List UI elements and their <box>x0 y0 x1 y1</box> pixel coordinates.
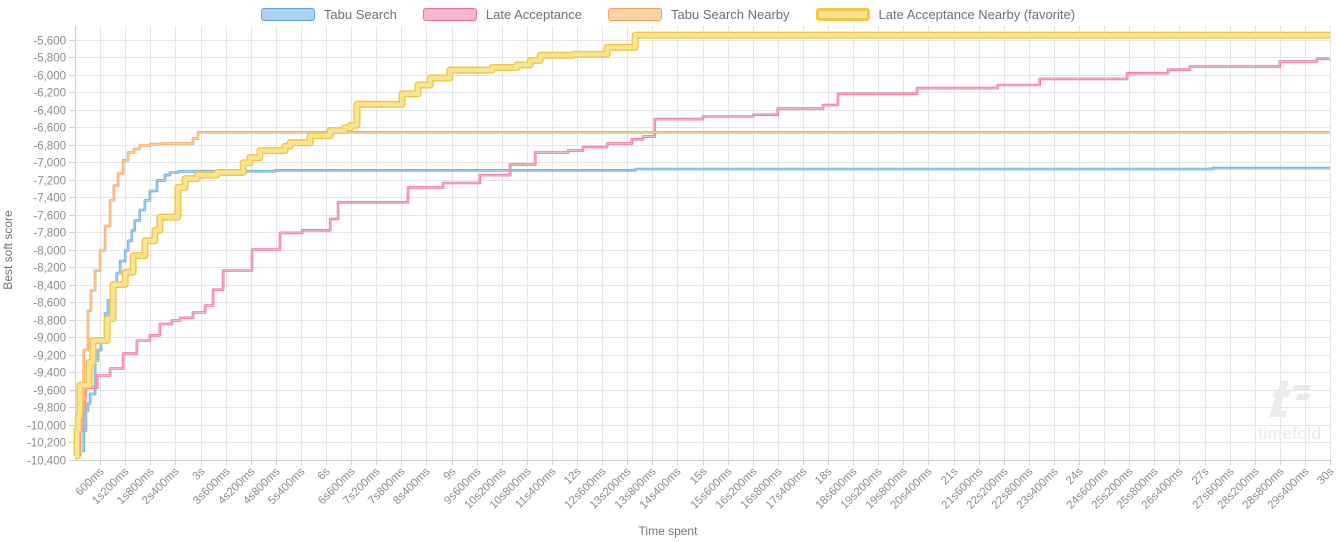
y-tick-label: -7,600 <box>33 211 66 223</box>
legend-swatch-late-acceptance-nearby <box>815 8 870 21</box>
y-tick-label: -7,400 <box>33 193 66 205</box>
y-tick-label: -8,800 <box>33 316 66 328</box>
series-line-late-acceptance <box>75 57 1330 457</box>
x-axis-title: Time spent <box>638 524 698 538</box>
y-tick-label: -6,000 <box>33 71 66 83</box>
series-line-tabu-search-nearby <box>75 131 1330 457</box>
y-tick-label: -7,200 <box>33 176 66 188</box>
legend-item-late-acceptance-nearby[interactable]: Late Acceptance Nearby (favorite) <box>815 7 1076 22</box>
y-tick-label: -10,400 <box>27 456 66 468</box>
legend-item-tabu-search[interactable]: Tabu Search <box>260 7 397 22</box>
x-tick-label: 9s <box>442 465 459 482</box>
y-tick-label: -10,200 <box>27 438 66 450</box>
axis-lines <box>75 26 1330 461</box>
y-tick-label: -8,000 <box>33 246 66 258</box>
y-tick-label: -10,000 <box>27 421 66 433</box>
series-line-tabu-search <box>82 166 1330 453</box>
y-tick-label: -6,600 <box>33 123 66 135</box>
legend-swatch-tabu-search <box>260 8 315 21</box>
y-tick-label: -5,600 <box>33 36 66 48</box>
y-tick-label: -9,400 <box>33 368 66 380</box>
legend-item-tabu-search-nearby[interactable]: Tabu Search Nearby <box>608 7 790 22</box>
watermark-label: timefold <box>1258 424 1322 443</box>
y-tick-label: -5,800 <box>33 53 66 65</box>
y-tick-label: -9,000 <box>33 333 66 345</box>
y-tick-label: -9,800 <box>33 403 66 415</box>
legend-label-late-acceptance-nearby: Late Acceptance Nearby (favorite) <box>878 7 1076 22</box>
series-line-late-acceptance-nearby <box>73 31 1330 460</box>
y-tick-label: -6,800 <box>33 141 66 153</box>
y-tick-label: -9,600 <box>33 386 66 398</box>
y-tick-label: -8,600 <box>33 298 66 310</box>
timefold-watermark: timefold <box>1257 379 1323 444</box>
y-axis-title: Best soft score <box>1 210 15 290</box>
legend-swatch-tabu-search-nearby <box>608 8 663 21</box>
y-tick-label: -8,200 <box>33 263 66 275</box>
legend-label-tabu-search-nearby: Tabu Search Nearby <box>671 7 790 22</box>
y-tick-label: -6,200 <box>33 88 66 100</box>
y-tick-label: -8,400 <box>33 281 66 293</box>
y-tick-label: -7,800 <box>33 228 66 240</box>
y-tick-label: -7,000 <box>33 158 66 170</box>
legend-label-late-acceptance: Late Acceptance <box>485 7 583 22</box>
x-tick-label: 3s <box>191 465 208 482</box>
x-tick-label: 30s <box>1315 465 1336 487</box>
legend-item-late-acceptance[interactable]: Late Acceptance <box>422 7 583 22</box>
chart-legend: Tabu Search Late Acceptance Tabu Search Ne… <box>0 7 1336 22</box>
timefold-logo-icon <box>1269 381 1312 417</box>
y-gridlines-and-labels: -5,600 -5,800 -6,000 -6,200 -6,400 -6,600 -6,8… <box>27 36 1330 468</box>
legend-label-tabu-search: Tabu Search <box>323 7 397 22</box>
y-tick-label: -6,400 <box>33 106 66 118</box>
x-tick-label: 6s <box>316 465 333 482</box>
y-tick-label: -9,200 <box>33 351 66 363</box>
legend-swatch-late-acceptance <box>422 8 477 21</box>
